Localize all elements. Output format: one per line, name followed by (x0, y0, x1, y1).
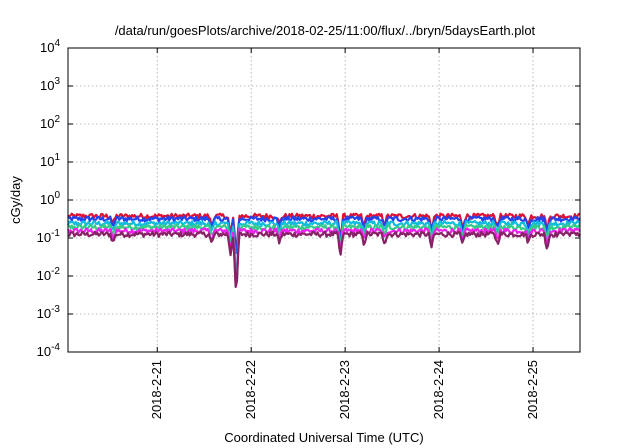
y-tick-exponent: 0 (54, 190, 60, 201)
x-tick-label: 2018-2-22 (243, 360, 258, 419)
x-tick-label: 2018-2-23 (337, 360, 352, 419)
y-tick-label: 104 (40, 38, 60, 55)
y-tick-label: 101 (40, 152, 60, 169)
y-tick-exponent: -2 (51, 266, 60, 277)
series-line (67, 223, 581, 284)
series-line (67, 215, 581, 255)
y-tick-label: 10-2 (37, 266, 61, 283)
y-tick-exponent: 4 (54, 38, 60, 49)
y-tick-exponent: 3 (54, 76, 60, 87)
y-tick-label: 10-3 (37, 304, 61, 321)
y-tick-label: 10-1 (37, 228, 61, 245)
y-axis-label: cGy/day (8, 176, 23, 224)
y-tick-label: 102 (40, 114, 60, 131)
y-tick-label: 10-4 (37, 342, 61, 359)
y-tick-exponent: -4 (51, 342, 60, 353)
y-tick-label: 103 (40, 76, 60, 93)
x-tick-label: 2018-2-25 (525, 360, 540, 419)
series-group (66, 212, 581, 289)
series-line (66, 227, 581, 288)
series-line (67, 212, 581, 250)
y-tick-exponent: 2 (54, 114, 60, 125)
y-tick-exponent: -3 (51, 304, 60, 315)
x-tick-label: 2018-2-21 (149, 360, 164, 419)
x-tick-label: 2018-2-24 (431, 360, 446, 419)
y-tick-label: 100 (40, 190, 60, 207)
x-axis-label: Coordinated Universal Time (UTC) (224, 430, 423, 445)
grid (68, 48, 580, 352)
x-axis-ticks: 2018-2-21 2018-2-22 2018-2-23 2018-2-24 2018… (149, 48, 540, 419)
chart-title: /data/run/goesPlots/archive/2018-02-25/1… (115, 23, 536, 38)
series-line (67, 230, 581, 289)
y-tick-exponent: 1 (54, 152, 60, 163)
y-tick-exponent: -1 (51, 228, 60, 239)
